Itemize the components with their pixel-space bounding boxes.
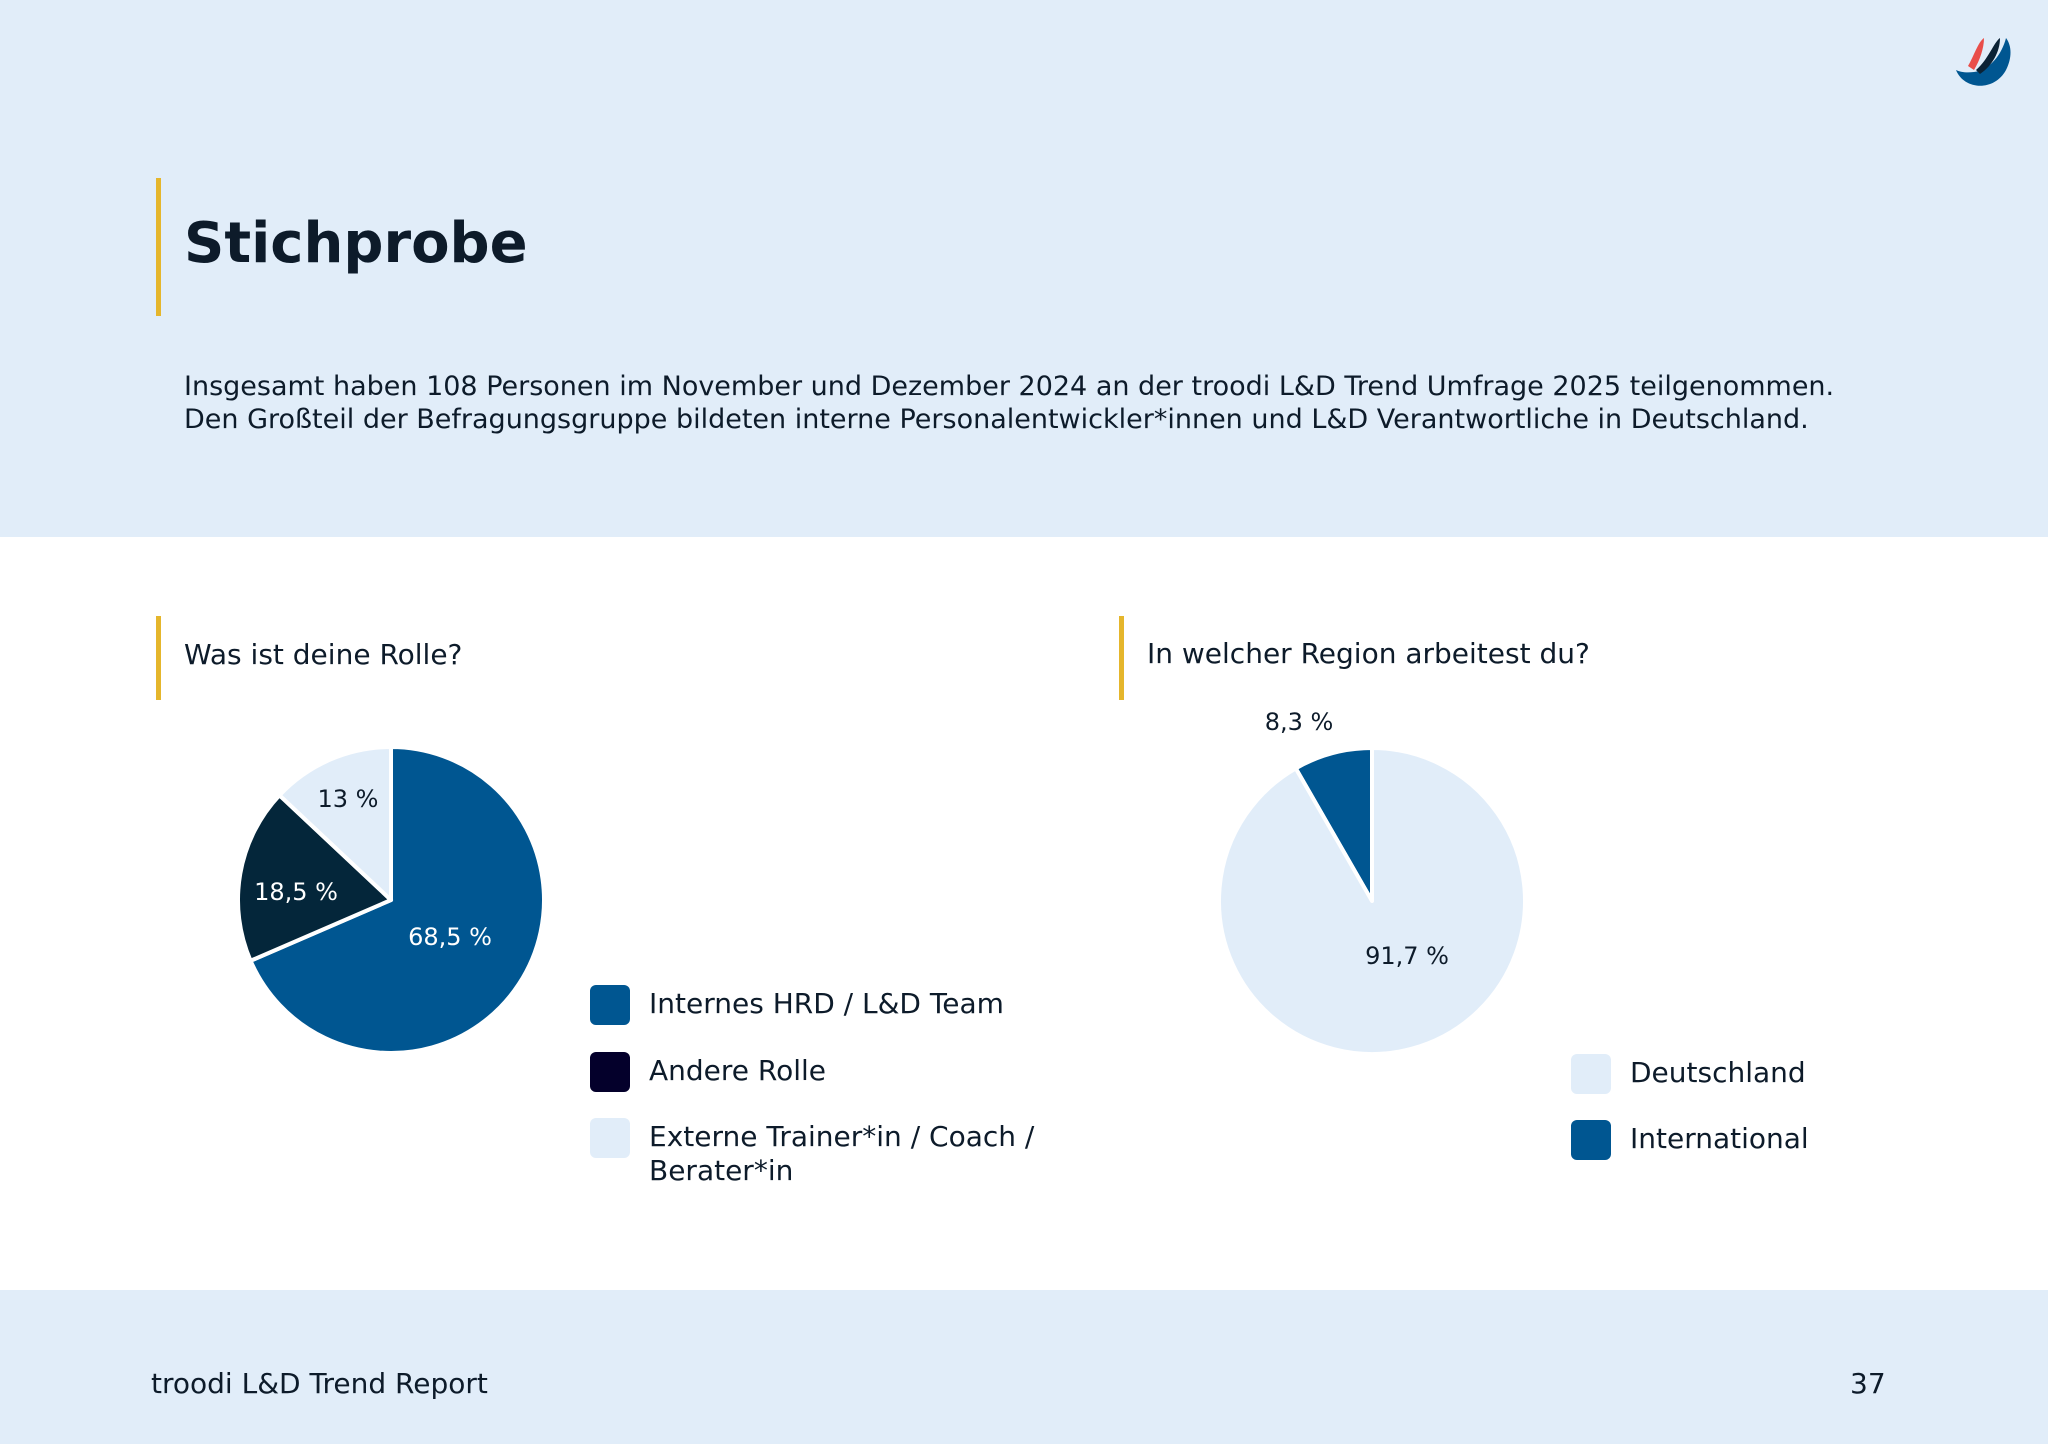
intro-line: Insgesamt haben 108 Personen im November… [184, 371, 1835, 402]
legend-swatch [590, 1052, 630, 1092]
header-band [0, 0, 2048, 537]
question-accent-bar [156, 616, 161, 700]
page-number: 37 [1850, 1367, 1886, 1400]
data-label: 68,5 % [408, 923, 492, 951]
footer-band [0, 1290, 2048, 1444]
legend-item-international: International [1571, 1120, 1809, 1160]
data-label: 13 % [318, 785, 379, 813]
data-label: 18,5 % [254, 878, 338, 906]
pie-chart-role: 68,5 % 18,5 % 13 % [236, 745, 546, 1055]
pie-slice [248, 745, 546, 1055]
page-title: Stichprobe [184, 211, 528, 276]
question-accent-bar [1119, 616, 1124, 700]
chart-title-region: In welcher Region arbeitest du? [1147, 637, 1590, 670]
legend-label: Internes HRD / L&D Team [649, 987, 1004, 1020]
data-label: 91,7 % [1365, 942, 1449, 970]
intro-paragraph: Insgesamt haben 108 Personen im November… [184, 370, 1964, 436]
legend-swatch [590, 985, 630, 1025]
legend-swatch [590, 1118, 630, 1158]
legend-swatch [1571, 1054, 1611, 1094]
legend-swatch [1571, 1120, 1611, 1160]
legend-label: International [1630, 1122, 1809, 1155]
pie-slice [1217, 746, 1527, 1056]
pie-slice [277, 745, 393, 902]
data-label: 8,3 % [1265, 708, 1334, 736]
legend-label: Andere Rolle [649, 1054, 827, 1087]
footer-report-title: troodi L&D Trend Report [151, 1367, 488, 1400]
pie-chart-region: 8,3 % 91,7 % [1217, 708, 1527, 1056]
intro-line: Den Großteil der Befragungsgruppe bildet… [184, 404, 1809, 435]
legend-item-other-role: Andere Rolle [590, 1052, 826, 1092]
title-accent-bar [156, 178, 161, 316]
legend-label: Deutschland [1630, 1056, 1806, 1089]
legend-label-line: Externe Trainer*in / Coach / [649, 1120, 1035, 1153]
chart-title-role: Was ist deine Rolle? [184, 638, 463, 671]
legend-item-external: Externe Trainer*in / Coach / Berater*in [590, 1118, 1034, 1188]
legend-item-germany: Deutschland [1571, 1054, 1806, 1094]
legend-item-internal: Internes HRD / L&D Team [590, 985, 1004, 1025]
pie-slice [236, 793, 393, 963]
troodi-logo-icon [1956, 38, 2011, 86]
legend-label-line: Berater*in [649, 1154, 794, 1187]
legend-label: Externe Trainer*in / Coach / Berater*in [649, 1118, 1034, 1188]
